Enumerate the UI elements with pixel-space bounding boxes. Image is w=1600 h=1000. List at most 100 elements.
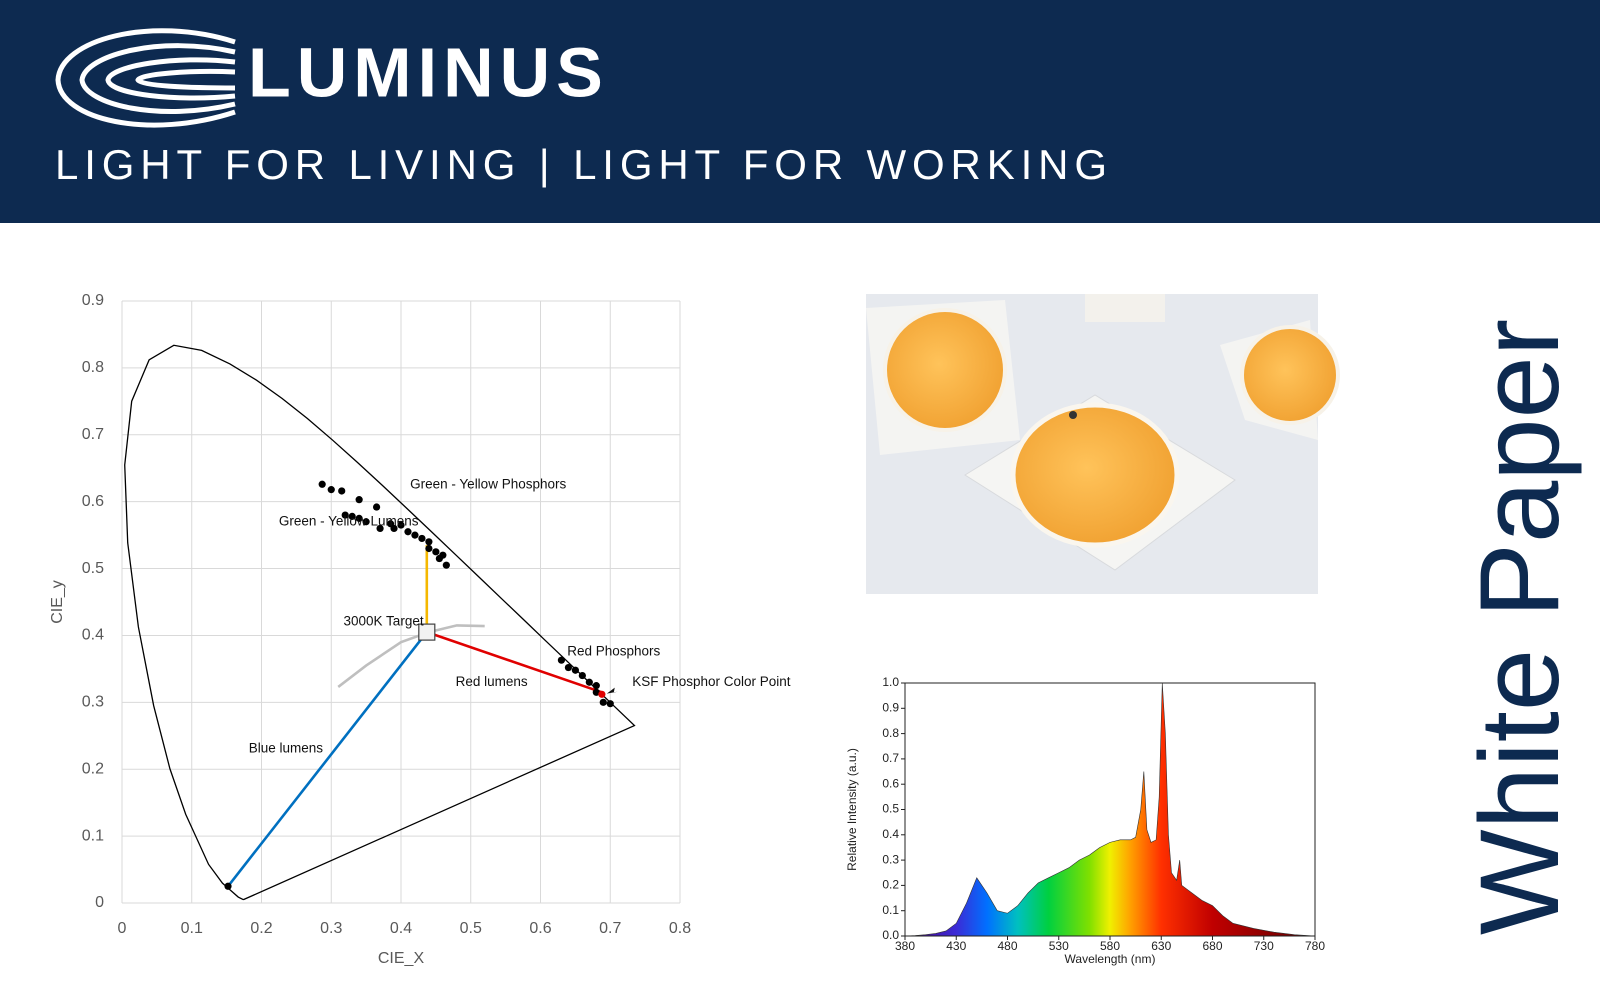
- data-point: [425, 544, 433, 553]
- annotation: 3000K Target: [344, 614, 424, 629]
- x-tick-label: 0.7: [599, 920, 621, 937]
- side-title: White Paper: [1457, 319, 1582, 935]
- annotation: KSF Phosphor Color Point: [632, 674, 791, 689]
- data-point: [338, 487, 346, 495]
- data-point: [397, 521, 405, 529]
- data-point: [435, 554, 443, 563]
- annotation: Red Phosphors: [567, 644, 660, 659]
- y-tick-label: 0.6: [82, 493, 104, 510]
- y-tick-label: 0.9: [882, 700, 899, 714]
- data-point: [606, 700, 614, 708]
- y-tick-label: 0.3: [882, 852, 899, 866]
- data-point: [355, 514, 363, 522]
- y-tick-label: 0: [95, 894, 104, 911]
- annotation: Green - Yellow Phosphors: [410, 477, 566, 492]
- x-tick-label: 680: [1202, 939, 1222, 953]
- data-point: [372, 503, 381, 511]
- x-tick-label: 0: [118, 920, 127, 937]
- data-point: [362, 518, 370, 526]
- data-point: [404, 528, 412, 536]
- y-tick-label: 0.1: [82, 827, 104, 844]
- y-tick-label: 0.7: [82, 426, 104, 443]
- data-point: [592, 688, 600, 696]
- annotation: Green - Yellow Lumens: [279, 513, 419, 528]
- data-point: [348, 512, 356, 520]
- x-tick-label: 0.6: [529, 920, 551, 937]
- y-tick-label: 0.0: [882, 928, 899, 942]
- product-photo: [866, 294, 1340, 594]
- data-point: [599, 698, 607, 706]
- y-tick-label: 0.4: [882, 827, 899, 841]
- data-point: [598, 690, 606, 698]
- data-point: [592, 682, 600, 690]
- x-tick-label: 0.3: [320, 920, 342, 937]
- data-point: [442, 561, 450, 569]
- logo-swoosh: [135, 68, 236, 91]
- series-line: [226, 631, 428, 888]
- y-tick-label: 0.7: [882, 751, 899, 765]
- x-tick-label: 780: [1305, 939, 1325, 953]
- data-point: [224, 882, 232, 890]
- data-point: [557, 656, 566, 664]
- y-tick-label: 0.1: [882, 903, 899, 917]
- annotation-arrow: [606, 687, 618, 694]
- led-phosphor: [1010, 402, 1180, 548]
- annotation: Red lumens: [456, 674, 528, 689]
- x-tick-label: 630: [1151, 939, 1171, 953]
- data-point: [390, 524, 398, 533]
- x-tick-label: 0.1: [181, 920, 203, 937]
- y-tick-label: 0.9: [82, 292, 104, 309]
- data-point: [571, 666, 579, 674]
- data-point: [341, 511, 349, 519]
- data-point: [376, 524, 384, 533]
- x-tick-label: 380: [895, 939, 915, 953]
- logo-mark: [55, 28, 236, 128]
- tagline: LIGHT FOR LIVING | LIGHT FOR WORKING: [55, 141, 1107, 188]
- x-tick-label: 0.5: [460, 920, 482, 937]
- logo-swoosh: [105, 57, 236, 101]
- data-point: [418, 534, 426, 543]
- data-point: [578, 671, 586, 680]
- data-point: [425, 538, 433, 546]
- y-tick-label: 0.3: [82, 694, 104, 711]
- y-tick-label: 0.5: [882, 802, 899, 816]
- plot-frame: [904, 682, 1316, 937]
- x-tick-label: 430: [946, 939, 966, 953]
- x-tick-label: 580: [1100, 939, 1120, 953]
- charts: 0 0.1 0.2 0.3 0.4 0.5 0.6 0.7 0.8 0 0.1 0.2 0.3 0.4 0.…: [49, 292, 1325, 967]
- led-dot: [1069, 411, 1077, 419]
- x-tick-label: 0.2: [250, 920, 272, 937]
- header-band: [0, 0, 1600, 223]
- series-line: [426, 630, 603, 694]
- led-phosphor: [883, 308, 1007, 432]
- x-tick-label: 0.4: [390, 920, 412, 937]
- x-tick-label: 530: [1049, 939, 1069, 953]
- series-line: [337, 624, 485, 688]
- target-marker: [418, 623, 436, 641]
- data-point: [585, 678, 593, 686]
- y-axis-title: Relative Intensity (a.u.): [845, 748, 859, 871]
- data-point: [327, 486, 335, 494]
- data-point: [432, 548, 440, 556]
- x-axis-title: CIE_X: [378, 950, 425, 967]
- y-tick-label: 0.8: [82, 359, 104, 376]
- logo-swoosh: [79, 43, 236, 114]
- series-line: [124, 344, 636, 901]
- y-axis-title: CIE_y: [49, 580, 66, 624]
- logo-swoosh: [55, 28, 236, 128]
- y-tick-label: 0.6: [882, 776, 899, 790]
- data-point: [318, 480, 326, 488]
- y-tick-label: 1.0: [882, 675, 899, 689]
- spectrum-area: [904, 682, 1316, 937]
- annotation: Blue lumens: [249, 741, 324, 756]
- data-point: [411, 531, 419, 539]
- x-tick-label: 730: [1254, 939, 1274, 953]
- x-axis-title: Wavelength (nm): [1065, 952, 1156, 966]
- x-tick-label: 0.8: [669, 920, 691, 937]
- y-tick-label: 0.2: [882, 878, 899, 892]
- logo-text: LUMINUS: [248, 33, 609, 111]
- data-point: [355, 496, 363, 504]
- led-phosphor: [1240, 325, 1340, 425]
